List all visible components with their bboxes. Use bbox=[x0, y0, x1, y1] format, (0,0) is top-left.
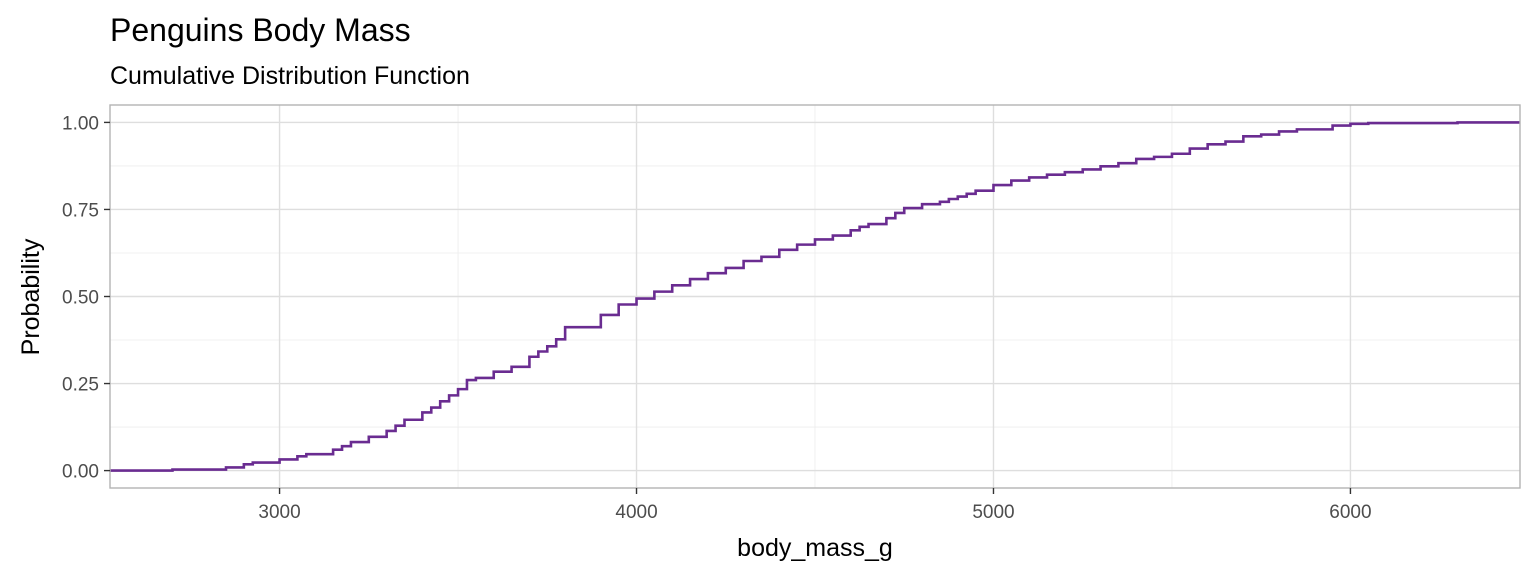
y-axis-title: Probability bbox=[17, 238, 45, 355]
series-layer bbox=[110, 121, 1520, 472]
y-tick-label: 0.25 bbox=[62, 375, 99, 396]
grid-lines bbox=[110, 105, 1520, 488]
chart-title: Penguins Body Mass bbox=[110, 12, 411, 48]
x-tick-label: 5000 bbox=[972, 502, 1014, 523]
y-tick-label: 0.00 bbox=[62, 462, 99, 483]
y-tick-label: 0.75 bbox=[62, 200, 99, 221]
x-tick-label: 6000 bbox=[1329, 502, 1371, 523]
y-tick-label: 0.50 bbox=[62, 288, 99, 309]
axis-ticks bbox=[104, 121, 1352, 494]
x-axis-title: body_mass_g bbox=[737, 534, 893, 562]
cdf-step-line bbox=[110, 121, 1520, 472]
x-tick-label: 4000 bbox=[615, 502, 657, 523]
chart-subtitle: Cumulative Distribution Function bbox=[110, 62, 470, 90]
tick-labels: 3000 4000 5000 6000 0.00 0.25 0.50 0.75 1.00 bbox=[62, 113, 1372, 523]
y-tick-label: 1.00 bbox=[62, 113, 99, 134]
x-tick-label: 3000 bbox=[258, 502, 300, 523]
